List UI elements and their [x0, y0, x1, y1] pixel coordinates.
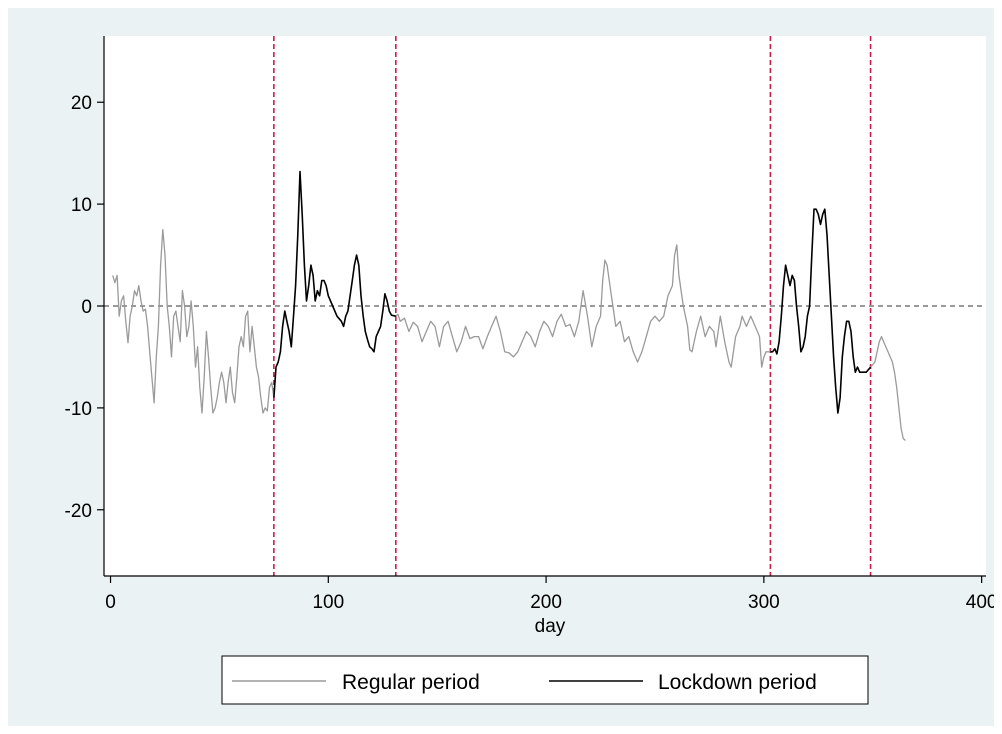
legend-label-lockdown: Lockdown period [658, 671, 817, 694]
chart-background: -20 -10 0 10 20 0 100 200 300 400 day Regular per… [8, 8, 994, 726]
x-tick-label: 300 [748, 592, 780, 613]
y-tick-label: 0 [81, 297, 92, 318]
series-layer [112, 170, 906, 441]
x-tick-label: 200 [530, 592, 562, 613]
legend-box [221, 655, 869, 705]
regular-period-line-0 [112, 228, 275, 414]
y-tick-label: 10 [71, 195, 92, 216]
regular-period-line-2 [870, 335, 906, 441]
legend: Regular period Lockdown period [221, 655, 869, 705]
y-tick-label: -10 [65, 399, 92, 420]
y-tick-label: -20 [65, 501, 92, 522]
x-tick-label: 100 [312, 592, 344, 613]
lockdown-period-line-1 [770, 208, 872, 414]
legend-label-regular: Regular period [342, 671, 480, 694]
regular-period-line-1 [395, 244, 771, 368]
lockdown-period-line-0 [273, 170, 396, 398]
x-axis-title: day [535, 616, 566, 637]
reference-lines [104, 36, 986, 576]
x-tick-label: 400 [966, 592, 994, 613]
y-tick-label: 20 [71, 93, 92, 114]
x-tick-label: 0 [105, 592, 116, 613]
